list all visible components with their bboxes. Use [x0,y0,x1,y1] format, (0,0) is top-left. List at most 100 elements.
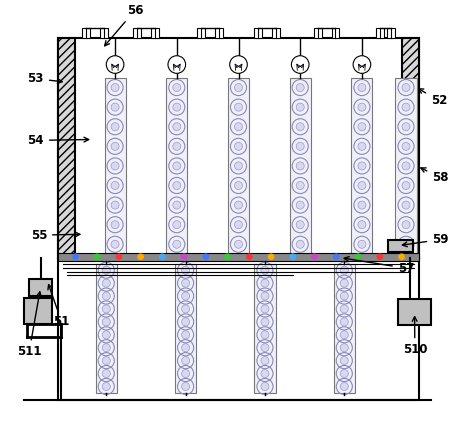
Text: 56: 56 [104,4,143,46]
Circle shape [181,254,187,259]
Circle shape [260,356,268,364]
Circle shape [339,331,347,339]
Circle shape [296,103,304,111]
Circle shape [377,254,382,259]
Circle shape [181,279,189,287]
Circle shape [352,56,370,73]
Circle shape [260,331,268,339]
Bar [214,28,222,38]
Circle shape [260,318,268,326]
Circle shape [355,254,360,259]
Circle shape [260,382,268,390]
Circle shape [102,318,110,326]
Circle shape [339,279,347,287]
Bar [386,28,394,38]
Circle shape [159,254,165,259]
Circle shape [234,162,242,170]
Circle shape [111,103,119,111]
Bar [401,38,418,259]
Circle shape [401,123,409,131]
Circle shape [102,292,110,300]
Circle shape [172,84,180,92]
Bar [197,28,205,38]
Circle shape [116,254,121,259]
Text: 55: 55 [30,229,80,242]
Circle shape [102,279,110,287]
Text: 59: 59 [402,233,448,247]
Circle shape [138,254,143,259]
Circle shape [234,240,242,248]
Circle shape [260,305,268,313]
Circle shape [172,103,180,111]
Circle shape [234,123,242,131]
Text: 54: 54 [28,134,89,147]
Circle shape [106,56,124,73]
Circle shape [398,254,403,259]
Circle shape [333,254,338,259]
Circle shape [181,344,189,352]
Circle shape [181,331,189,339]
Circle shape [357,221,365,229]
Bar [133,28,141,38]
Circle shape [111,201,119,209]
Bar [29,279,52,296]
Bar [58,38,75,259]
Circle shape [296,123,304,131]
Circle shape [111,240,119,248]
Circle shape [234,182,242,190]
Circle shape [401,103,409,111]
Bar [58,253,418,261]
Bar [100,28,108,38]
Text: 57: 57 [344,257,413,275]
Bar [82,28,90,38]
Circle shape [172,201,180,209]
Bar [397,299,430,325]
Circle shape [296,221,304,229]
Circle shape [291,56,308,73]
Circle shape [296,84,304,92]
Circle shape [401,162,409,170]
Circle shape [73,254,78,259]
Circle shape [296,240,304,248]
Circle shape [181,318,189,326]
Circle shape [111,123,119,131]
Bar [289,78,310,254]
Bar [401,38,418,259]
Bar [333,264,354,393]
Circle shape [401,201,409,209]
Circle shape [181,266,189,274]
Circle shape [357,103,365,111]
Bar [313,28,321,38]
Bar [351,78,372,254]
Circle shape [339,344,347,352]
Text: 51: 51 [48,285,69,328]
Circle shape [357,182,365,190]
Circle shape [172,240,180,248]
Circle shape [268,254,273,259]
Bar [175,264,196,393]
Circle shape [401,84,409,92]
Circle shape [111,162,119,170]
Circle shape [94,254,99,259]
Circle shape [102,344,110,352]
Circle shape [357,240,365,248]
Circle shape [296,142,304,150]
Circle shape [296,201,304,209]
Circle shape [172,123,180,131]
Circle shape [296,162,304,170]
Circle shape [339,305,347,313]
Circle shape [111,221,119,229]
Bar [375,28,383,38]
Text: 52: 52 [417,89,446,107]
Bar [271,28,279,38]
Circle shape [339,318,347,326]
Bar [387,239,412,252]
Circle shape [260,279,268,287]
Circle shape [339,292,347,300]
Circle shape [260,266,268,274]
Circle shape [260,369,268,377]
Circle shape [339,382,347,390]
Circle shape [357,84,365,92]
Circle shape [111,142,119,150]
Circle shape [102,305,110,313]
